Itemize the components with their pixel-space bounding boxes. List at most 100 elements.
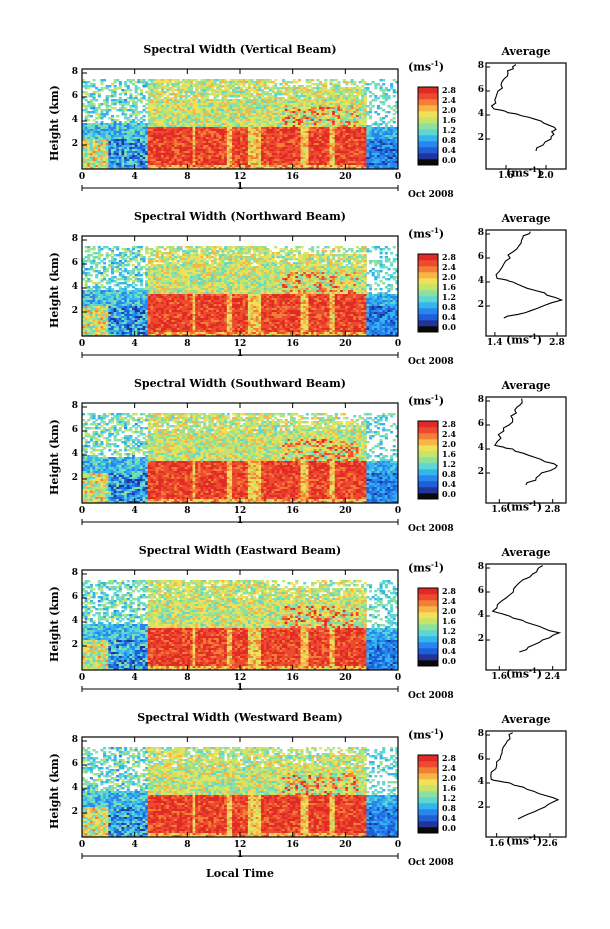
heatmap-cell — [147, 141, 151, 144]
heatmap-cell — [200, 123, 204, 126]
heatmap-cell — [261, 145, 265, 148]
heatmap-cell — [247, 105, 251, 108]
heatmap-cell — [145, 145, 149, 148]
heatmap-cell — [134, 103, 138, 106]
heatmap-cell — [316, 155, 320, 158]
heatmap-cell — [276, 117, 280, 120]
heatmap-cell — [84, 147, 88, 150]
heatmap-cell — [350, 109, 354, 112]
heatmap-cell — [324, 111, 328, 114]
heatmap-cell — [84, 274, 88, 277]
heatmap-cell — [263, 137, 267, 140]
heatmap-cell — [134, 91, 138, 94]
heatmap-cell — [132, 151, 136, 154]
heatmap-cell — [282, 157, 286, 160]
heatmap-cell — [295, 147, 299, 150]
heatmap-cell — [258, 99, 262, 102]
heatmap-cell — [174, 113, 178, 116]
heatmap-cell — [82, 79, 86, 82]
heatmap-cell — [295, 143, 299, 146]
heatmap-cell — [337, 161, 341, 164]
heatmap-cell — [189, 101, 193, 104]
heatmap-cell — [313, 121, 317, 124]
heatmap-cell — [121, 129, 125, 132]
heatmap-cell — [319, 125, 323, 128]
heatmap-cell — [263, 127, 267, 130]
heatmap-cell — [240, 111, 244, 114]
heatmap-cell — [145, 165, 149, 168]
heatmap-cell — [192, 147, 196, 150]
heatmap-cell — [82, 290, 86, 293]
heatmap-cell — [384, 139, 388, 142]
heatmap-cell — [253, 89, 257, 92]
heatmap-cell — [161, 149, 165, 152]
heatmap-cell — [237, 131, 241, 134]
heatmap-cell — [108, 137, 112, 140]
heatmap-cell — [171, 163, 175, 166]
heatmap-cell — [268, 89, 272, 92]
heatmap-cell — [266, 99, 270, 102]
heatmap-cell — [279, 119, 283, 122]
heatmap-cell — [205, 147, 209, 150]
heatmap-cell — [353, 131, 357, 134]
heatmap-cell — [255, 145, 259, 148]
heatmap-cell — [218, 109, 222, 112]
heatmap-cell — [345, 163, 349, 166]
heatmap-cell — [332, 101, 336, 104]
heatmap-cell — [366, 89, 370, 92]
heatmap-cell — [82, 145, 86, 148]
heatmap-cell — [87, 300, 91, 303]
heatmap-cell — [150, 145, 154, 148]
heatmap-cell — [276, 133, 280, 136]
heatmap-cell — [308, 93, 312, 96]
heatmap-cell — [358, 145, 362, 148]
heatmap-cell — [221, 95, 225, 98]
heatmap-cell — [342, 97, 346, 100]
heatmap-cell — [168, 109, 172, 112]
heatmap-cell — [342, 141, 346, 144]
heatmap-cell — [355, 107, 359, 110]
heatmap-cell — [203, 117, 207, 120]
heatmap-cell — [282, 159, 286, 162]
heatmap-cell — [358, 137, 362, 140]
heatmap-cell — [279, 167, 283, 170]
heatmap-cell — [189, 85, 193, 88]
heatmap-cell — [95, 167, 99, 170]
heatmap-cell — [139, 89, 143, 92]
heatmap-cell — [232, 113, 236, 116]
heatmap-cell — [240, 89, 244, 92]
heatmap-cell — [319, 161, 323, 164]
heatmap-cell — [321, 167, 325, 170]
heatmap-cell — [382, 141, 386, 144]
heatmap-cell — [174, 127, 178, 130]
heatmap-cell — [179, 139, 183, 142]
heatmap-cell — [297, 129, 301, 132]
heatmap-cell — [334, 101, 338, 104]
heatmap-cell — [142, 145, 146, 148]
heatmap-cell — [350, 121, 354, 124]
heatmap-cell — [284, 117, 288, 120]
heatmap-cell — [247, 157, 251, 160]
heatmap-cell — [189, 139, 193, 142]
heatmap-cell — [224, 137, 228, 140]
heatmap-cell — [213, 153, 217, 156]
heatmap-cell — [126, 85, 130, 88]
heatmap-cell — [326, 123, 330, 126]
heatmap-cell — [103, 153, 107, 156]
heatmap-cell — [284, 127, 288, 130]
heatmap-cell — [139, 157, 143, 160]
heatmap-cell — [168, 145, 172, 148]
heatmap-cell — [182, 157, 186, 160]
heatmap-cell — [261, 111, 265, 114]
heatmap-cell — [221, 117, 225, 120]
heatmap-cell — [87, 149, 91, 152]
heatmap-cell — [279, 105, 283, 108]
heatmap-cell — [342, 135, 346, 138]
heatmap-cell — [84, 330, 88, 333]
heatmap-cell — [213, 165, 217, 168]
y-tick-label: 4 — [64, 115, 78, 125]
heatmap-cell — [334, 89, 338, 92]
heatmap-cell — [369, 145, 373, 148]
heatmap-cell — [313, 109, 317, 112]
heatmap-cell — [197, 129, 201, 132]
